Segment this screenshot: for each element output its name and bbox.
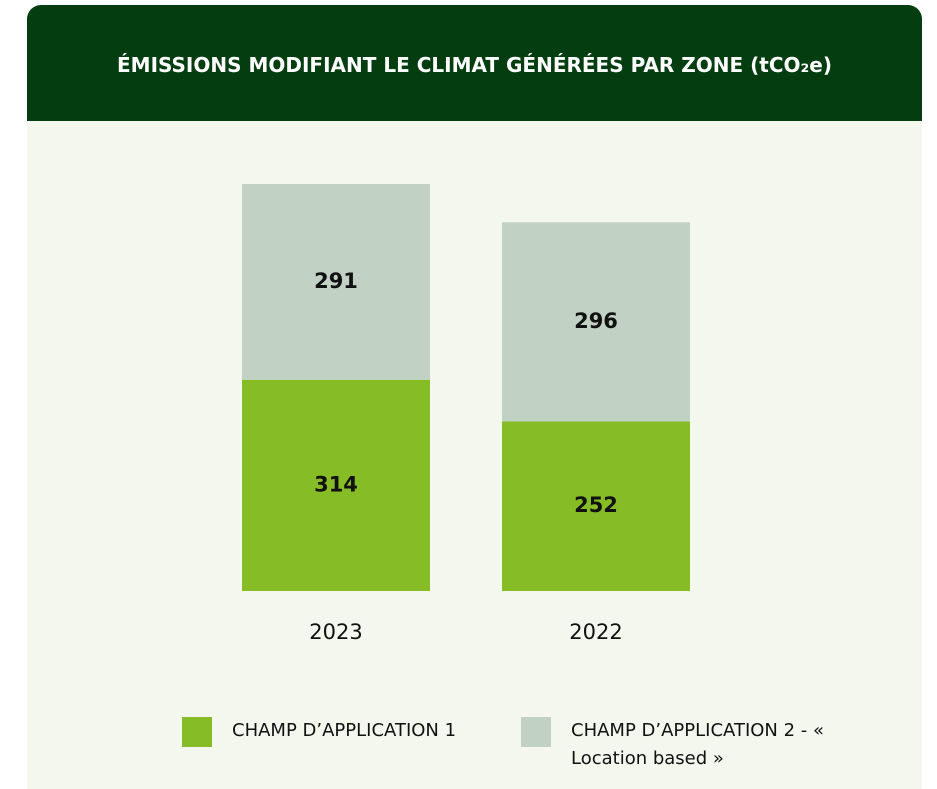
x-tick-label: 2023 bbox=[309, 620, 362, 644]
x-tick-label: 2022 bbox=[569, 620, 622, 644]
value-label: 314 bbox=[314, 472, 358, 496]
legend-item: CHAMP D’APPLICATION 2 - « Location based… bbox=[521, 717, 861, 773]
legend-swatch bbox=[182, 717, 212, 747]
legend-label: CHAMP D’APPLICATION 2 - « Location based… bbox=[571, 720, 825, 769]
legend-item: CHAMP D’APPLICATION 1 bbox=[182, 717, 532, 747]
header bbox=[27, 5, 922, 121]
chart-title: ÉMISSIONS MODIFIANT LE CLIMAT GÉNÉRÉES P… bbox=[117, 53, 832, 77]
card: ÉMISSIONS MODIFIANT LE CLIMAT GÉNÉRÉES P… bbox=[27, 5, 922, 789]
legend-label: CHAMP D’APPLICATION 1 bbox=[232, 720, 457, 741]
bar-segment bbox=[502, 222, 690, 422]
legend-swatch bbox=[521, 717, 551, 747]
bar-segment bbox=[242, 184, 430, 380]
value-label: 291 bbox=[314, 269, 358, 293]
value-label: 296 bbox=[574, 309, 618, 333]
value-label: 252 bbox=[574, 493, 618, 517]
bar-segment bbox=[502, 421, 690, 591]
bar-segment bbox=[242, 379, 430, 591]
